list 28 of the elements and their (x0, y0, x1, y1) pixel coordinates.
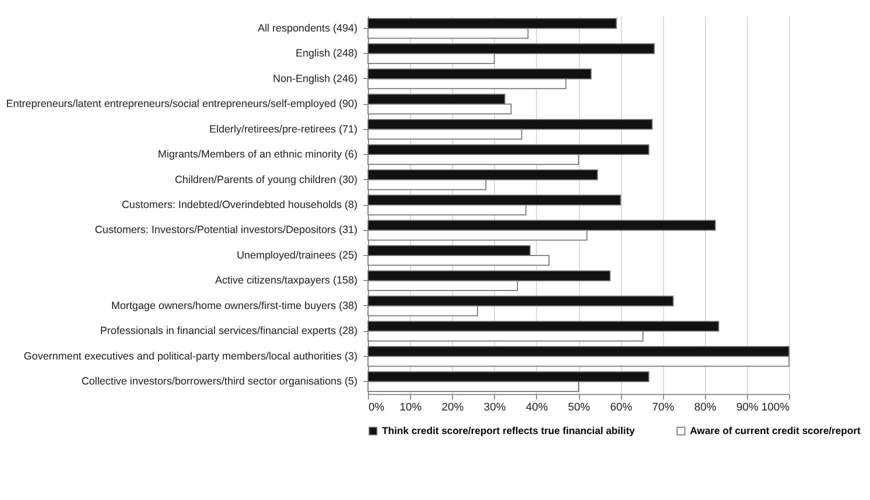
y-tick-label: Customers: Investors/Potential investors/Depositors (31) (94, 224, 358, 236)
y-tick-label: Unemployed/trainees (25) (236, 249, 358, 262)
x-tick-label: 60% (610, 402, 632, 414)
legend-label: Think credit score/report reflects true financial ability (382, 426, 636, 438)
y-tick-label: Children/Parents of young children (30) (174, 174, 358, 186)
x-tick-label: 80% (694, 402, 717, 414)
y-tick-label: Elderly/retirees/pre-retirees (71) (209, 123, 358, 136)
y-tick-label: Non-English (246) (272, 72, 358, 85)
y-tick-label: Migrants/Members of an ethnic minority (6) (158, 148, 358, 161)
legend-label: Aware of current credit score/report (690, 426, 862, 438)
y-tick-label: English (248) (296, 48, 358, 60)
x-tick-label: 10% (400, 402, 422, 414)
y-tick-label: Active citizens/taxpayers (158) (215, 274, 358, 287)
y-tick-label: All respondents (494) (258, 22, 358, 34)
x-tick-label: 20% (442, 402, 464, 414)
x-tick-label: 40% (526, 402, 548, 414)
y-tick-label: Entrepreneurs/latent entrepreneurs/social entrepreneurs/self-employed (90) (6, 98, 358, 110)
x-tick-label: 90% (736, 402, 759, 414)
x-tick-label: 30% (484, 402, 506, 414)
x-tick-label: 0% (368, 402, 385, 414)
y-tick-label: Mortgage owners/home owners/first-time buyers (38) (111, 300, 358, 312)
x-tick-label: 100% (761, 402, 790, 414)
x-tick-label: 50% (568, 402, 590, 414)
y-tick-label: Collective investors/borrowers/third sector organisations (5) (81, 376, 358, 388)
y-tick-label: Professionals in financial services/financial experts (28) (100, 325, 358, 338)
y-tick-label: Customers: Indebted/Overindebted households (8) (122, 199, 358, 211)
x-tick-label: 70% (652, 402, 674, 414)
y-tick-label: Government executives and political-party members/local authorities (3) (24, 350, 358, 362)
